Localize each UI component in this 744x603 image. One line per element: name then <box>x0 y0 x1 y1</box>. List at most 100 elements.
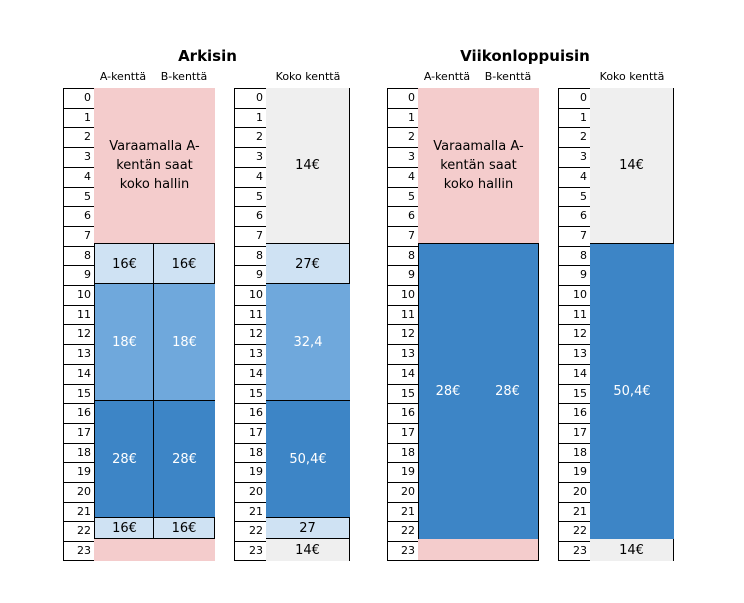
weekend-b-8-22: 28€ <box>477 243 539 540</box>
hour-label: 0 <box>388 88 419 108</box>
weekday-title: Arkisin <box>178 47 237 65</box>
hour-label: 5 <box>235 186 267 207</box>
hour-label: 10 <box>235 285 267 305</box>
hour-label: 5 <box>388 186 419 207</box>
hour-label: 13 <box>235 344 267 364</box>
hour-label: 11 <box>559 304 591 325</box>
hour-label: 2 <box>559 127 591 148</box>
weekday-a-8-9: 16€ <box>94 243 154 284</box>
hour-label: 16 <box>559 403 591 423</box>
weekday-b-field-header: B-kenttä <box>160 70 208 83</box>
hour-label: 15 <box>388 383 419 404</box>
hour-label: 0 <box>235 88 267 108</box>
weekend-full-field-header: Koko kenttä <box>599 70 665 83</box>
weekend-full-hour-column: 0 1 2 3 4 5 6 7 8 9 10 11 12 13 14 15 16 17 18 19 20 21 22 23 <box>558 88 591 561</box>
hour-label: 7 <box>235 225 267 246</box>
weekend-ab-night-note: Varaamalla A-kentän saat koko hallin <box>433 139 524 192</box>
weekday-full-0-7: 14€ <box>266 88 350 243</box>
hour-label: 18 <box>235 442 267 463</box>
weekday-full-8-9: 27€ <box>266 243 350 284</box>
hour-label: 11 <box>235 304 267 325</box>
hour-label: 13 <box>64 344 95 364</box>
hour-label: 2 <box>388 127 419 148</box>
hour-label: 20 <box>388 482 419 502</box>
weekday-b-16-21: 28€ <box>153 400 215 518</box>
weekday-ab-night-block: Varaamalla A-kentän saat koko hallin <box>94 88 215 243</box>
hour-label: 21 <box>64 501 95 522</box>
hour-label: 13 <box>388 344 419 364</box>
hour-label: 8 <box>559 245 591 266</box>
hour-label: 4 <box>64 166 95 187</box>
weekday-full-16-21: 50,4€ <box>266 400 350 518</box>
hour-label: 14 <box>559 363 591 384</box>
weekday-full-22: 27 <box>266 518 350 539</box>
hour-label: 5 <box>559 186 591 207</box>
hour-label: 3 <box>559 147 591 167</box>
hour-label: 6 <box>235 206 267 226</box>
hour-label: 17 <box>235 422 267 443</box>
hour-label: 7 <box>64 225 95 246</box>
hour-label: 11 <box>388 304 419 325</box>
hour-label: 12 <box>235 324 267 345</box>
hour-label: 15 <box>559 383 591 404</box>
hour-label: 19 <box>388 462 419 482</box>
weekday-full-hour-column: 0 1 2 3 4 5 6 7 8 9 10 11 12 13 14 15 16 17 18 19 20 21 22 23 <box>234 88 267 561</box>
hour-label: 19 <box>235 462 267 482</box>
hour-label: 14 <box>388 363 419 384</box>
hour-label: 9 <box>559 265 591 285</box>
hour-label: 17 <box>559 422 591 443</box>
hour-label: 1 <box>388 107 419 128</box>
hour-label: 0 <box>559 88 591 108</box>
hour-label: 9 <box>64 265 95 285</box>
hour-label: 22 <box>388 521 419 542</box>
hour-label: 16 <box>388 403 419 423</box>
hour-label: 11 <box>64 304 95 325</box>
hour-label: 8 <box>388 245 419 266</box>
hour-label: 19 <box>559 462 591 482</box>
weekday-full-10-15: 32,4 <box>266 283 350 401</box>
hour-label: 4 <box>235 166 267 187</box>
hour-label: 17 <box>388 422 419 443</box>
hour-label: 9 <box>235 265 267 285</box>
hour-label: 20 <box>64 482 95 502</box>
hour-label: 14 <box>64 363 95 384</box>
weekday-ab-23 <box>94 539 215 561</box>
hour-label: 5 <box>64 186 95 207</box>
hour-label: 6 <box>559 206 591 226</box>
weekend-full-0-7: 14€ <box>590 88 674 243</box>
hour-label: 21 <box>559 501 591 522</box>
weekday-ab-night-note: Varaamalla A-kentän saat koko hallin <box>109 139 200 192</box>
weekend-ab-23 <box>418 539 539 561</box>
hour-label: 6 <box>388 206 419 226</box>
weekday-a-16-21: 28€ <box>94 400 154 518</box>
weekday-ab-hour-column: 0 1 2 3 4 5 6 7 8 9 10 11 12 13 14 15 16 17 18 19 20 21 22 23 <box>63 88 95 561</box>
hour-label: 17 <box>64 422 95 443</box>
hour-label: 19 <box>64 462 95 482</box>
weekend-full-8-22: 50,4€ <box>590 243 674 540</box>
hour-label: 10 <box>559 285 591 305</box>
weekday-a-22: 16€ <box>94 518 154 539</box>
hour-label: 18 <box>559 442 591 463</box>
hour-label: 3 <box>64 147 95 167</box>
hour-label: 6 <box>64 206 95 226</box>
hour-label: 12 <box>388 324 419 345</box>
hour-label: 16 <box>64 403 95 423</box>
hour-label: 14 <box>235 363 267 384</box>
hour-label: 1 <box>64 107 95 128</box>
hour-label: 20 <box>235 482 267 502</box>
hour-label: 18 <box>388 442 419 463</box>
hour-label: 2 <box>235 127 267 148</box>
hour-label: 10 <box>64 285 95 305</box>
hour-label: 1 <box>559 107 591 128</box>
hour-label: 12 <box>559 324 591 345</box>
hour-label: 7 <box>388 225 419 246</box>
hour-label: 22 <box>64 521 95 542</box>
hour-label: 15 <box>64 383 95 404</box>
hour-label: 2 <box>64 127 95 148</box>
weekday-full-field-header: Koko kenttä <box>275 70 341 83</box>
hour-label: 3 <box>235 147 267 167</box>
weekday-b-8-9: 16€ <box>153 243 215 284</box>
hour-label: 20 <box>559 482 591 502</box>
hour-label: 3 <box>388 147 419 167</box>
weekend-full-23: 14€ <box>590 539 674 561</box>
